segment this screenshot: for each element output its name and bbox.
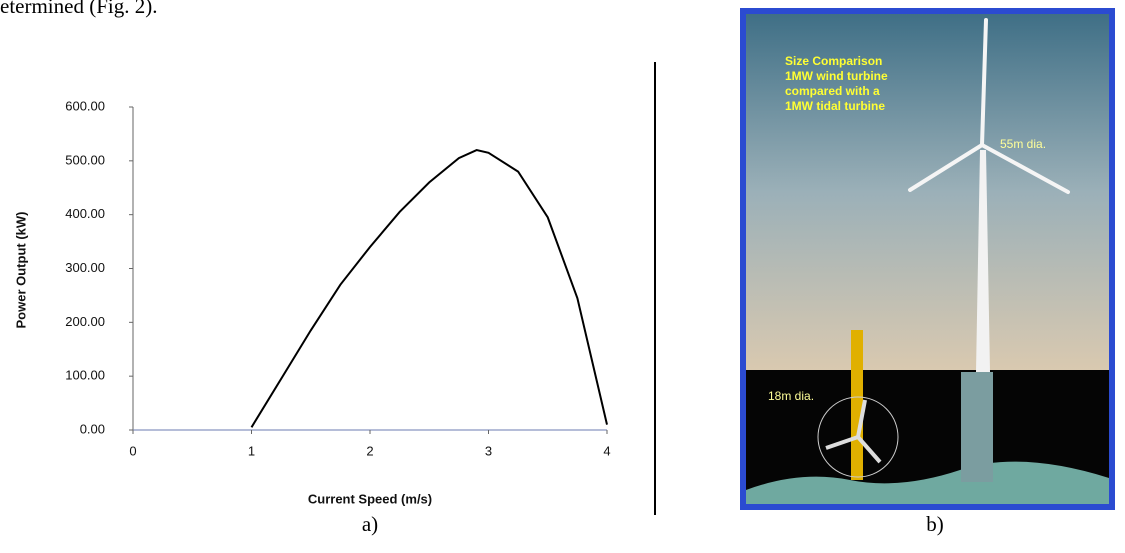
label-line: compared with a	[785, 84, 880, 98]
tidal-rotor	[825, 399, 882, 464]
y-tick-label: 400.00	[65, 206, 105, 221]
y-tick-label: 300.00	[65, 260, 105, 275]
x-tick-label: 0	[129, 443, 136, 458]
wind-diameter: 55m dia.	[1000, 137, 1046, 151]
y-tick-label: 0.00	[80, 421, 105, 436]
sky	[746, 14, 1109, 370]
wind-rotor	[908, 18, 1070, 194]
y-axis-label: Power Output (kW)	[13, 212, 28, 329]
tower	[976, 150, 990, 372]
x-tick-label: 1	[248, 443, 255, 458]
x-axis-label: Current Speed (m/s)	[308, 491, 432, 506]
label-line: 1MW tidal turbine	[785, 99, 885, 113]
line	[250, 149, 608, 428]
caption: b)	[926, 512, 944, 536]
y-tick-label: 600.00	[65, 98, 105, 113]
y-tick-label: 200.00	[65, 314, 105, 329]
label-line: 1MW wind turbine	[785, 69, 888, 83]
tidal-pile	[851, 330, 863, 480]
rotor-circle	[817, 396, 899, 478]
caption: a)	[362, 512, 378, 536]
label-line: Size Comparison	[785, 54, 882, 68]
seabed	[746, 461, 1109, 504]
tower-base	[961, 372, 993, 482]
y-tick-label: 100.00	[65, 368, 105, 383]
y-tick-label: 500.00	[65, 152, 105, 167]
illustration: Size Comparison 1MW wind turbine compare…	[740, 8, 1115, 510]
x-tick-label: 3	[485, 443, 492, 458]
x-tick-label: 2	[366, 443, 373, 458]
tidal-diameter: 18m dia.	[768, 389, 814, 403]
x-tick-label: 4	[603, 443, 610, 458]
body-text: etermined (Fig. 2).	[0, 0, 157, 18]
